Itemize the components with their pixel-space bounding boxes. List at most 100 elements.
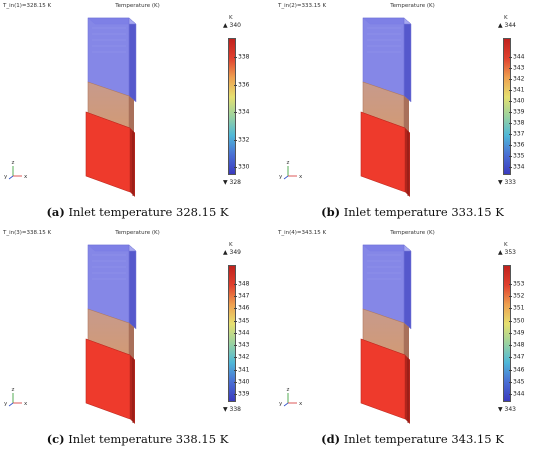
parameter-label: T_in(4)=343.15 K <box>278 230 327 236</box>
colorbar-tick-label: 348 <box>238 280 250 288</box>
colorbar-tick-label: 343 <box>513 64 525 72</box>
caption-letter: (a) <box>46 205 65 219</box>
colorbar-tick-label: 332 <box>238 136 250 143</box>
colorbar-tickmark <box>234 167 237 168</box>
colorbar-tickmark <box>509 332 512 334</box>
battery-side <box>405 128 410 197</box>
axis-y-label: y <box>4 174 8 180</box>
colorbar-tickmark <box>234 84 237 86</box>
axis-triad: z x y <box>4 387 28 407</box>
colorbar-tickmark <box>509 284 512 285</box>
colorbar-tickmark <box>509 320 512 322</box>
axis-y-label: y <box>279 401 283 407</box>
colorbar-tickmark <box>234 57 237 58</box>
battery-stack <box>85 244 137 424</box>
caption-text: Inlet temperature 333.15 K <box>340 205 504 219</box>
colorbar-tick-label: 344 <box>238 329 250 337</box>
colorbar-tick-label: 347 <box>238 292 250 300</box>
panel-1: z x y T_in(2)=333.15 K Temperature (K) K… <box>275 0 550 227</box>
axis-z-label: z <box>287 160 290 166</box>
cold-plate-side <box>403 244 412 330</box>
cooling-channels <box>367 27 401 53</box>
axis-z-label: z <box>12 387 15 393</box>
battery-stack <box>85 17 137 197</box>
caption-letter: (c) <box>46 432 65 446</box>
panel-2: z x y T_in(3)=338.15 K Temperature (K) K… <box>0 227 275 454</box>
axis-z-label: z <box>287 387 290 393</box>
colorbar-tickmark <box>509 90 512 91</box>
cold-plate-side <box>128 244 137 330</box>
colorbar-tick-label: 349 <box>513 329 525 337</box>
temperature-plot: z x y <box>279 244 412 424</box>
colorbar-tickmark <box>234 332 237 334</box>
cooling-channels <box>92 27 126 53</box>
battery-side <box>130 128 135 197</box>
colorbar-tick-label: 348 <box>513 341 525 349</box>
axis-x-label: x <box>299 174 303 180</box>
axis-x-label: x <box>24 401 28 407</box>
colorbar-tick-label: 346 <box>238 304 250 312</box>
temperature-plot: z x y <box>4 17 137 197</box>
colorbar-tickmark <box>509 145 512 146</box>
colorbar-tickmark <box>234 112 237 113</box>
colorbar-tick-label: 338 <box>238 53 250 61</box>
colorbar-tick-label: 340 <box>238 378 250 386</box>
caption-text: Inlet temperature 338.15 K <box>64 432 229 446</box>
plot-title: Temperature (K) <box>115 3 160 9</box>
axis-y-label: y <box>4 401 8 407</box>
cooling-channels <box>92 254 126 280</box>
colorbar-unit: K <box>504 242 508 248</box>
colorbar-max-label: ▲ 353 <box>498 249 516 256</box>
colorbar-tick-label: 353 <box>513 280 525 288</box>
colorbar-tickmark <box>509 79 512 80</box>
colorbar-tick-label: 336 <box>513 141 525 149</box>
axis-x-label: x <box>299 401 303 407</box>
colorbar-tickmark <box>509 112 512 113</box>
colorbar-tickmark <box>509 134 512 135</box>
colorbar-tickmark <box>509 68 512 69</box>
caption-text: Inlet temperature 343.15 K <box>340 432 504 446</box>
colorbar-tickmark <box>234 394 237 395</box>
colorbar-tick-label: 347 <box>513 353 525 361</box>
cold-plate-side <box>128 17 137 103</box>
colorbar-tick-label: 337 <box>513 130 525 138</box>
colorbar-min-label: ▼ 338 <box>223 406 241 413</box>
colorbar-tick-label: 339 <box>238 390 250 398</box>
battery-stack <box>360 244 412 424</box>
colorbar-tick-label: 345 <box>238 317 250 325</box>
cooling-channels <box>367 254 401 280</box>
panel-caption: (a) Inlet temperature 328.15 K <box>0 205 275 219</box>
colorbar-tickmark <box>509 57 512 58</box>
colorbar-tick-label: 342 <box>513 75 525 83</box>
colorbar-unit: K <box>229 15 233 21</box>
colorbar <box>228 265 236 402</box>
colorbar-tickmark <box>509 357 512 358</box>
colorbar-tickmark <box>234 345 237 346</box>
axis-z-label: z <box>12 160 15 166</box>
battery-stack <box>360 17 412 197</box>
colorbar-tick-label: 343 <box>238 341 250 349</box>
parameter-label: T_in(3)=338.15 K <box>3 230 52 236</box>
panel-0: z x y T_in(1)=328.15 K Temperature (K) K… <box>0 0 275 227</box>
colorbar-tickmark <box>509 156 512 157</box>
axis-triad: z x y <box>4 160 28 180</box>
colorbar-tickmark <box>234 381 237 383</box>
parameter-label: T_in(2)=333.15 K <box>278 3 327 9</box>
colorbar-max-label: ▲ 340 <box>223 22 241 29</box>
colorbar-tick-label: 330 <box>238 163 250 171</box>
parameter-label: T_in(1)=328.15 K <box>3 3 52 9</box>
colorbar-tick-label: 344 <box>513 390 525 398</box>
colorbar-tickmark <box>234 296 237 297</box>
plot-title: Temperature (K) <box>390 3 435 9</box>
panel-3: z x y T_in(4)=343.15 K Temperature (K) K… <box>275 227 550 454</box>
colorbar-tick-label: 335 <box>513 152 525 160</box>
colorbar-tick-label: 341 <box>513 86 525 94</box>
colorbar-tickmark <box>234 284 237 285</box>
colorbar-min-label: ▼ 333 <box>498 179 516 186</box>
panel-caption: (b) Inlet temperature 333.15 K <box>275 205 550 219</box>
colorbar-tickmark <box>509 308 512 310</box>
colorbar-unit: K <box>229 242 233 248</box>
plot-title: Temperature (K) <box>390 230 435 236</box>
axis-triad: z x y <box>279 387 303 407</box>
caption-letter: (d) <box>321 432 341 446</box>
